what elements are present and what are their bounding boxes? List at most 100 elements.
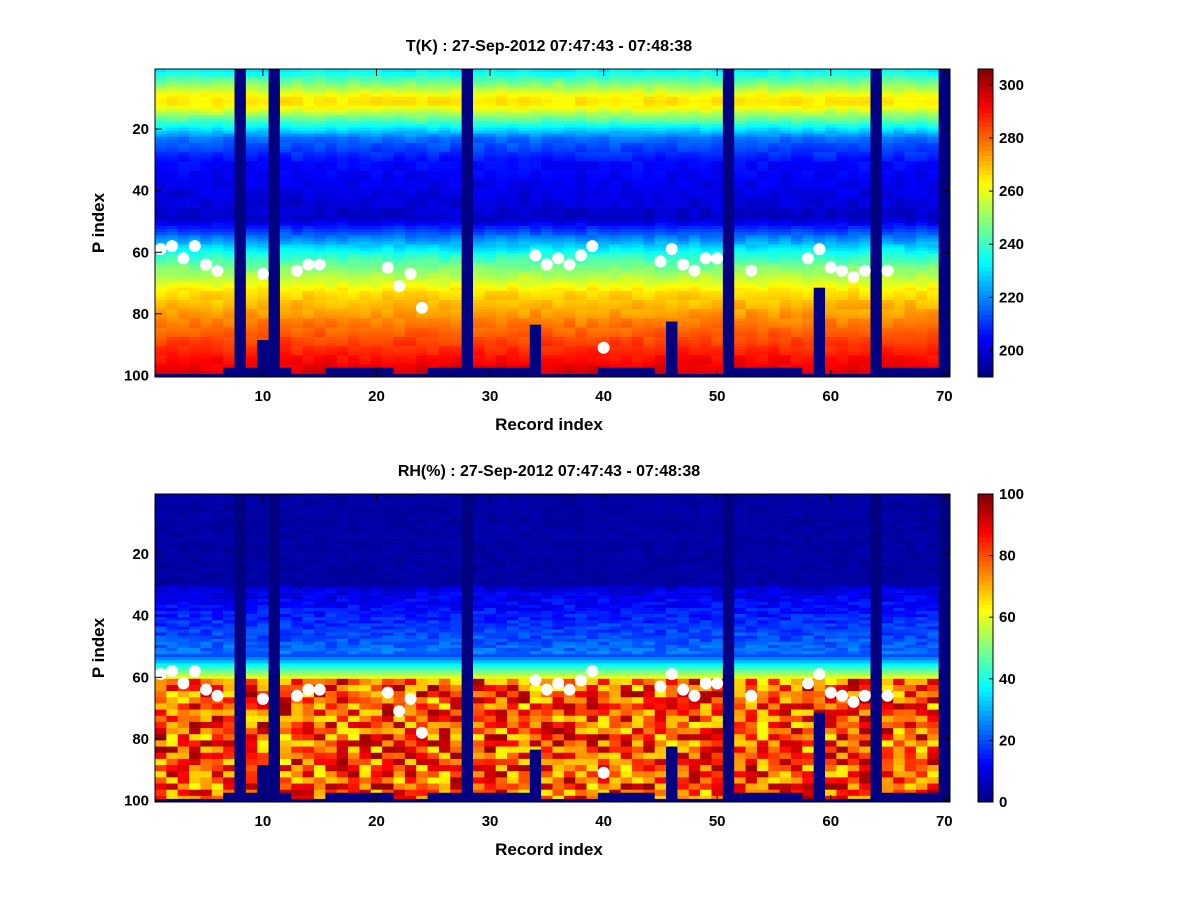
- heatmap-cell: [155, 167, 167, 171]
- heatmap-cell: [189, 210, 201, 215]
- heatmap-cell: [336, 182, 349, 187]
- heatmap-cell: [563, 173, 576, 178]
- heatmap-cell: [620, 124, 633, 128]
- heatmap-cell: [473, 170, 485, 175]
- heatmap-cell: [438, 361, 451, 365]
- heatmap-cell: [461, 216, 474, 221]
- heatmap-cell: [211, 263, 224, 267]
- heatmap-cell: [507, 315, 519, 319]
- heatmap-cell: [461, 136, 474, 141]
- heatmap-cell: [575, 281, 587, 285]
- heatmap-cell: [211, 179, 224, 184]
- heatmap-cell: [359, 87, 372, 91]
- heatmap-cell: [200, 355, 213, 359]
- heatmap-cell: [166, 115, 179, 119]
- heatmap-cell: [711, 121, 724, 125]
- heatmap-cell: [279, 84, 292, 88]
- heatmap-cell: [461, 253, 474, 258]
- heatmap-cell: [336, 278, 349, 282]
- heatmap-cell: [700, 321, 712, 325]
- heatmap-cell: [416, 256, 428, 261]
- heatmap-cell: [155, 284, 167, 288]
- heatmap-cell: [529, 373, 542, 378]
- heatmap-cell: [484, 309, 497, 313]
- heatmap-cell: [348, 235, 360, 239]
- heatmap-cell: [155, 96, 167, 101]
- heatmap-cell: [348, 78, 360, 82]
- heatmap-cell: [177, 263, 190, 267]
- heatmap-cell: [632, 136, 644, 141]
- heatmap-cell: [245, 69, 258, 73]
- heatmap-cell: [688, 247, 701, 252]
- heatmap-cell: [200, 198, 213, 202]
- heatmap-cell: [450, 241, 462, 245]
- heatmap-cell: [155, 155, 167, 159]
- heatmap-cell: [268, 312, 281, 316]
- heatmap-cell: [245, 149, 258, 153]
- heatmap-cell: [234, 93, 247, 98]
- heatmap-cell: [700, 186, 712, 190]
- heatmap-cell: [541, 189, 553, 193]
- heatmap-cell: [597, 229, 610, 233]
- heatmap-cell: [302, 333, 315, 338]
- heatmap-cell: [189, 312, 201, 316]
- heatmap-cell: [404, 198, 417, 202]
- heatmap-cell: [257, 158, 269, 162]
- heatmap-cell: [314, 306, 326, 310]
- heatmap-cell: [166, 78, 179, 82]
- heatmap-cell: [325, 87, 338, 91]
- heatmap-cell: [495, 115, 508, 119]
- heatmap-cell: [688, 263, 701, 267]
- heatmap-cell: [200, 309, 213, 313]
- heatmap-cell: [495, 306, 508, 310]
- heatmap-cell: [632, 216, 644, 221]
- heatmap-cell: [495, 333, 508, 338]
- heatmap-cell: [325, 223, 338, 227]
- heatmap-cell: [200, 229, 213, 233]
- heatmap-cell: [461, 327, 474, 332]
- heatmap-cell: [211, 93, 224, 98]
- heatmap-cell: [495, 259, 508, 264]
- heatmap-cell: [495, 226, 508, 230]
- heatmap-cell: [257, 336, 269, 341]
- heatmap-cell: [370, 219, 383, 224]
- heatmap-cell: [314, 118, 326, 122]
- heatmap-cell: [518, 164, 531, 168]
- heatmap-cell: [688, 355, 701, 359]
- heatmap-cell: [529, 127, 542, 131]
- heatmap-cell: [620, 192, 633, 196]
- heatmap-cell: [586, 290, 599, 295]
- heatmap-cell: [359, 330, 372, 335]
- heatmap-cell: [404, 312, 417, 316]
- heatmap-cell: [552, 124, 565, 128]
- heatmap-cell: [257, 300, 269, 304]
- heatmap-cell: [620, 84, 633, 88]
- heatmap-cell: [677, 173, 690, 178]
- heatmap-cell: [234, 130, 247, 134]
- heatmap-cell: [257, 244, 269, 248]
- heatmap-cell: [427, 87, 440, 91]
- heatmap-cell: [575, 84, 587, 88]
- heatmap-cell: [382, 195, 394, 199]
- heatmap-cell: [507, 266, 519, 270]
- heatmap-cell: [541, 290, 553, 295]
- heatmap-cell: [563, 287, 576, 292]
- heatmap-cell: [223, 244, 235, 248]
- heatmap-cell: [348, 201, 360, 205]
- heatmap-cell: [382, 352, 394, 356]
- heatmap-cell: [518, 269, 531, 273]
- heatmap-cell: [291, 201, 303, 205]
- heatmap-cell: [552, 336, 565, 341]
- heatmap-cell: [416, 244, 428, 248]
- heatmap-cell: [223, 272, 235, 276]
- heatmap-cell: [279, 146, 292, 150]
- heatmap-cell: [211, 364, 224, 369]
- heatmap-cell: [677, 327, 690, 332]
- heatmap-cell: [325, 309, 338, 313]
- heatmap-cell: [314, 223, 326, 227]
- heatmap-cell: [348, 219, 360, 224]
- heatmap-cell: [575, 115, 587, 119]
- heatmap-cell: [189, 176, 201, 181]
- heatmap-cell: [348, 195, 360, 199]
- heatmap-cell: [654, 146, 667, 150]
